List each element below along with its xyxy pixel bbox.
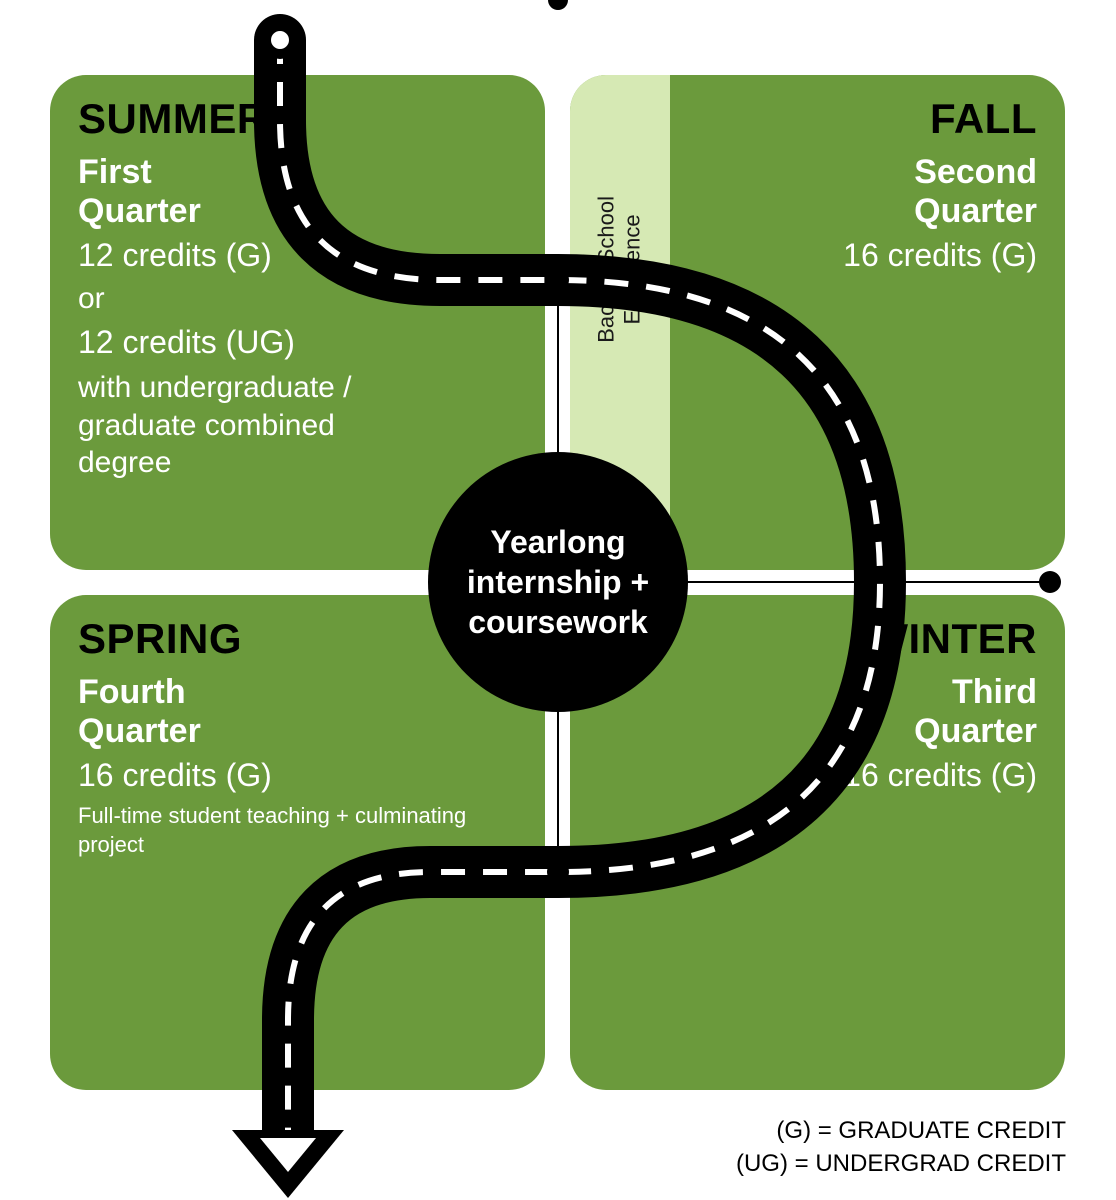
- credits-line: 16 credits (G): [707, 757, 1037, 794]
- season-label: FALL: [707, 95, 1037, 143]
- legend: (G) = GRADUATE CREDIT (UG) = UNDERGRAD C…: [736, 1115, 1066, 1180]
- season-label: SUMMER: [78, 95, 408, 143]
- arrowhead-inner: [260, 1138, 316, 1172]
- small-detail-line: Full-time student teaching + culminating…: [78, 802, 498, 859]
- fall-content: FALL SecondQuarter 16 credits (G): [707, 95, 1037, 282]
- arrowhead-icon: [232, 1130, 344, 1198]
- dot-right: [1039, 571, 1061, 593]
- center-label: Yearlong internship + coursework: [428, 522, 688, 642]
- spring-content: SPRING FourthQuarter 16 credits (G) Full…: [78, 615, 498, 859]
- quarter-subtitle: FourthQuarter: [78, 673, 498, 751]
- connector-dot-top: [548, 0, 568, 10]
- legend-g: (G) = GRADUATE CREDIT: [736, 1115, 1066, 1147]
- quarter-subtitle: SecondQuarter: [707, 153, 1037, 231]
- credits-line: 16 credits (G): [707, 237, 1037, 274]
- legend-ug: (UG) = UNDERGRAD CREDIT: [736, 1148, 1066, 1180]
- back-to-school-label: Back to SchoolExperience: [594, 196, 647, 343]
- credits-line: 12 credits (G): [78, 237, 408, 274]
- quarter-subtitle: ThirdQuarter: [707, 673, 1037, 751]
- center-circle: Yearlong internship + coursework: [428, 452, 688, 712]
- dot-top: [547, 269, 569, 291]
- road-start-icon: [266, 26, 294, 54]
- detail-line: with undergraduate / graduate combined d…: [78, 369, 408, 482]
- diagram-stage: SUMMER FirstQuarter 12 credits (G) or 12…: [0, 0, 1116, 1200]
- season-label: WINTER: [707, 615, 1037, 663]
- winter-content: WINTER ThirdQuarter 16 credits (G): [707, 615, 1037, 802]
- or-label: or: [78, 282, 408, 316]
- credits-line: 16 credits (G): [78, 757, 498, 794]
- quarter-subtitle: FirstQuarter: [78, 153, 408, 231]
- dot-bottom: [547, 861, 569, 883]
- alt-credits-line: 12 credits (UG): [78, 324, 408, 361]
- summer-content: SUMMER FirstQuarter 12 credits (G) or 12…: [78, 95, 408, 482]
